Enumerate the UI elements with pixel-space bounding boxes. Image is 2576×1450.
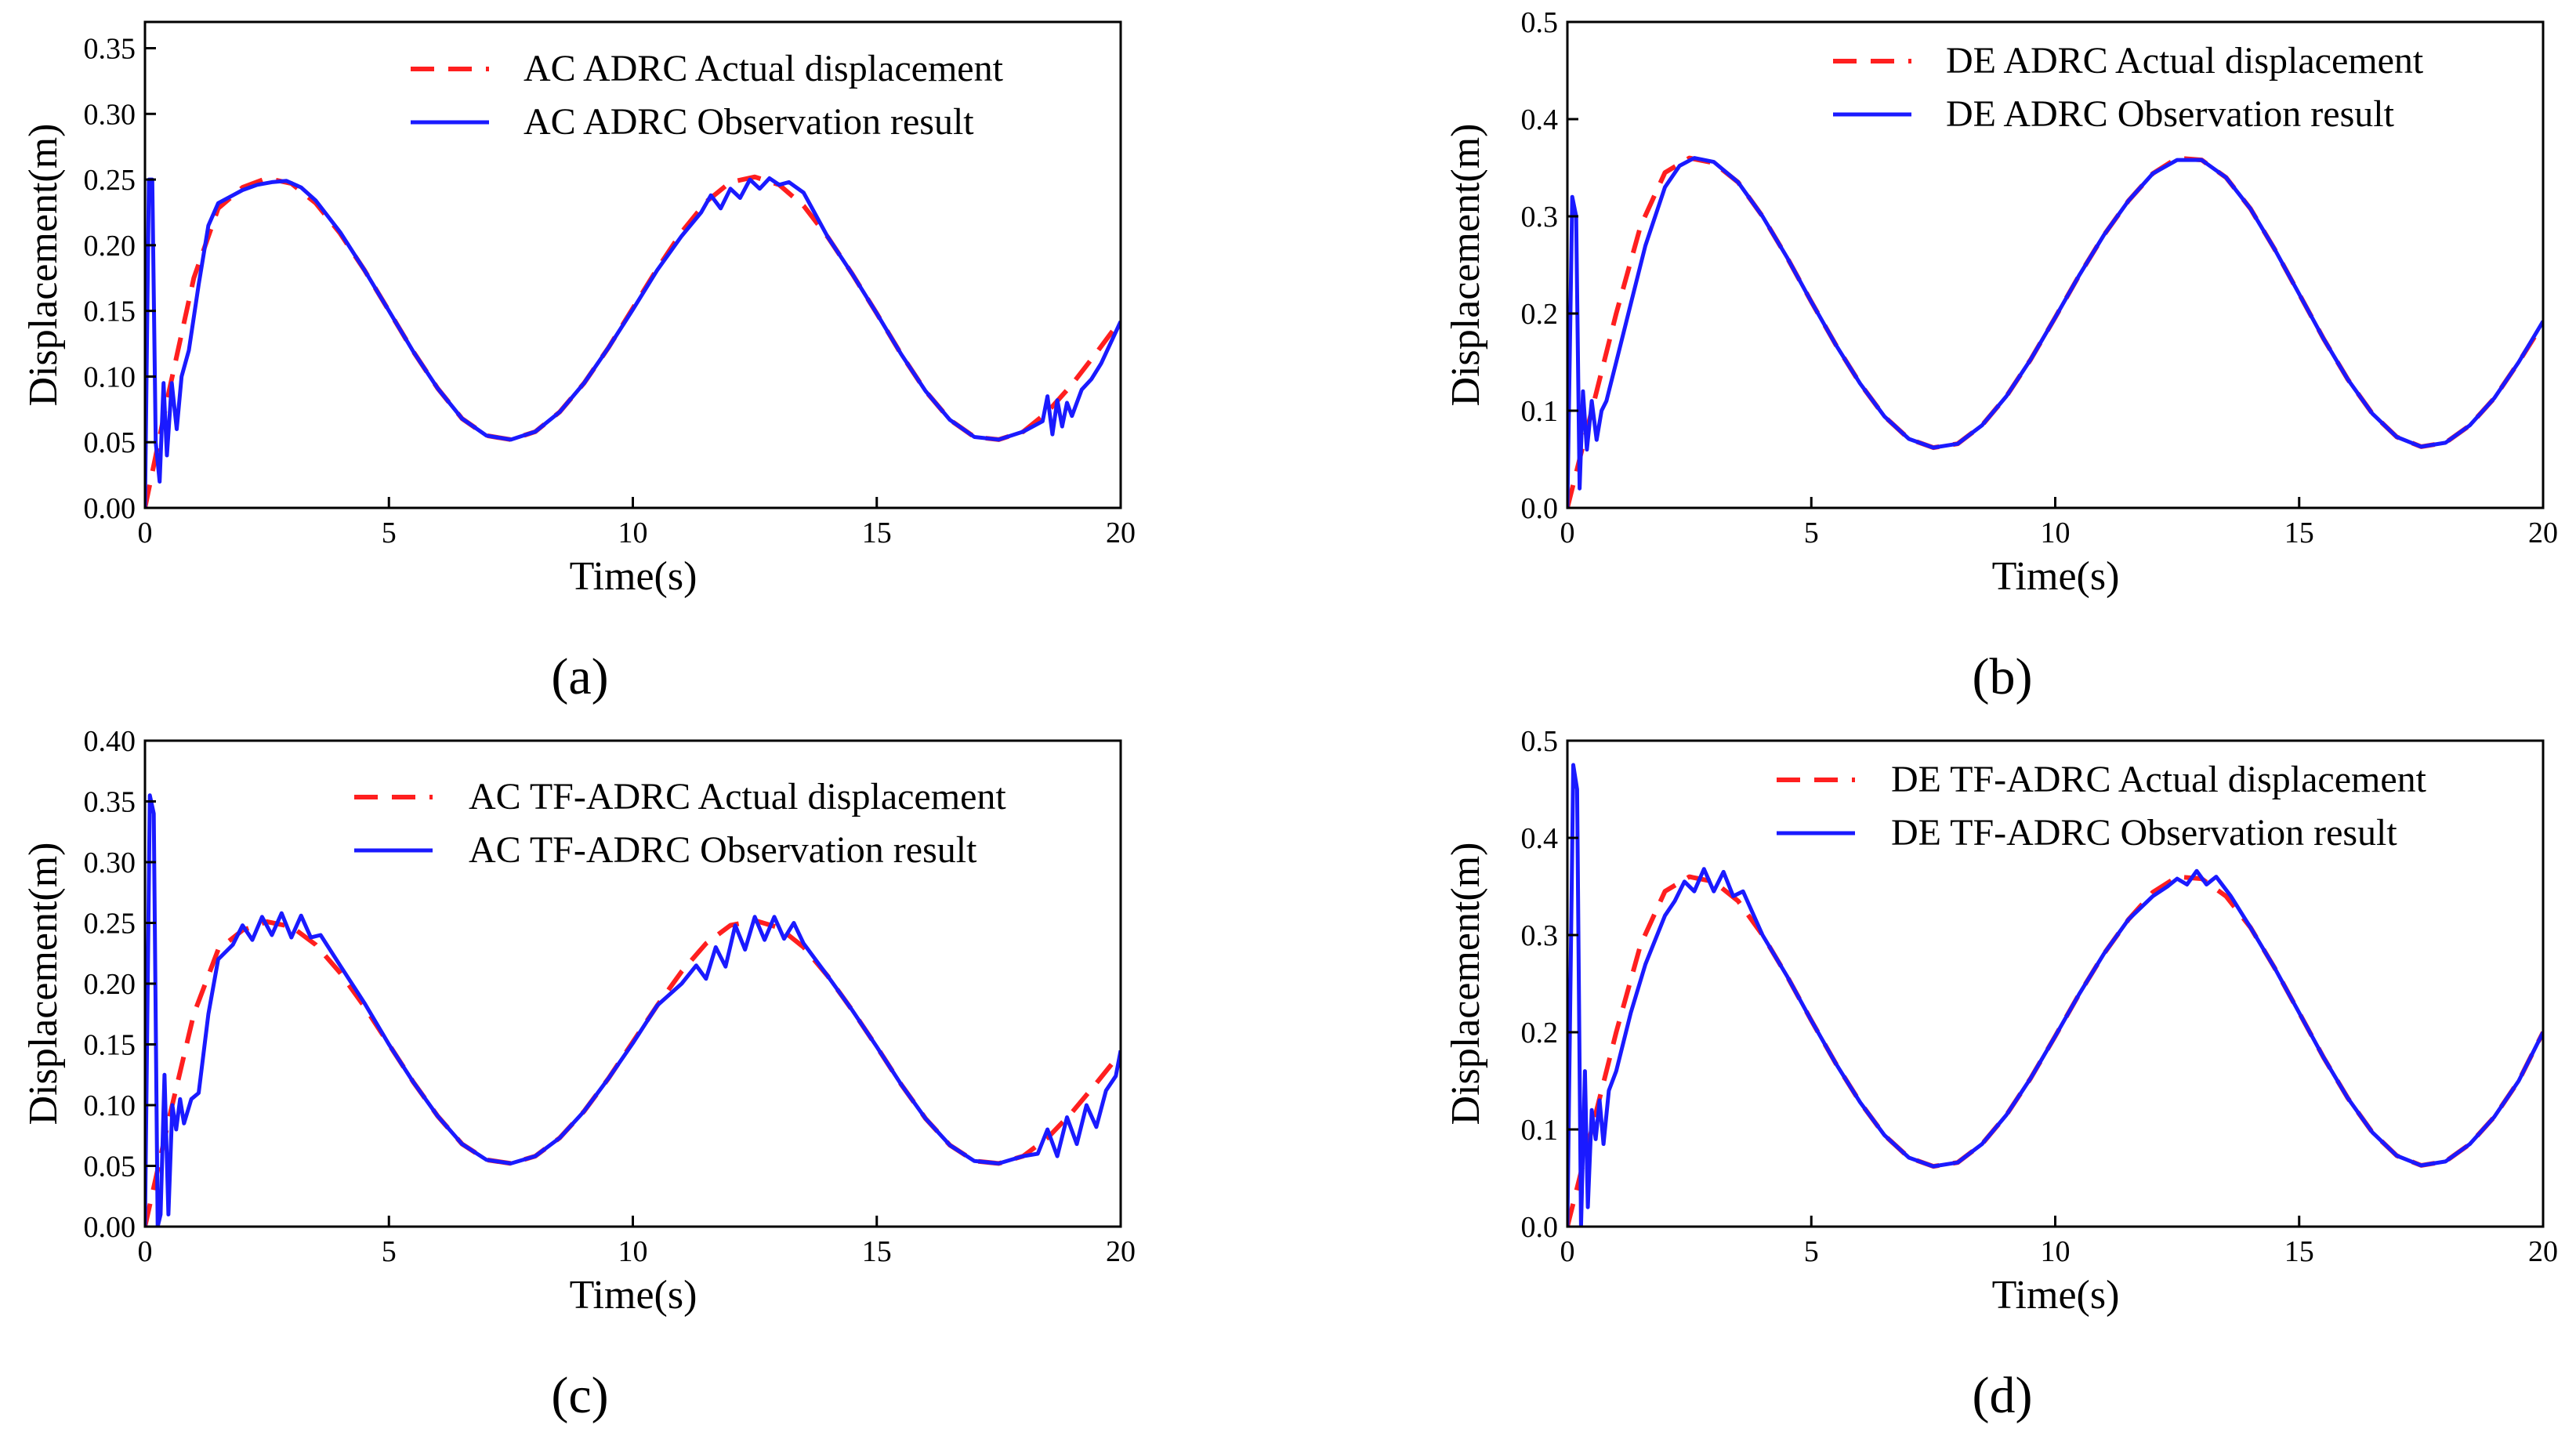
y-tick-label: 0.30 — [84, 98, 136, 131]
y-axis-label: Displacement(m) — [21, 843, 66, 1126]
y-tick-label: 0.4 — [1521, 822, 1559, 855]
chart-panel-a: 0 5 10 15 20 0.00 0.05 0.10 0.15 0.20 0.25 0.30 0.35… — [0, 0, 1154, 723]
series-actual-line — [145, 174, 1121, 508]
plot-area: 0 5 10 15 20 0.0 0.1 0.2 0.3 0.4 0.5 — [1521, 725, 2559, 1268]
y-tick-label: 0.15 — [84, 1029, 136, 1062]
y-tick-label: 0.10 — [84, 361, 136, 393]
x-tick-label: 10 — [2041, 1235, 2071, 1268]
series-actual-line — [145, 918, 1121, 1227]
x-tick-label: 5 — [1804, 517, 1819, 549]
legend-label-actual: DE ADRC Actual displacement — [1946, 40, 2424, 82]
y-axis-label: Displacement(m) — [1444, 843, 1488, 1126]
y-tick-label: 0.25 — [84, 164, 136, 197]
x-tick-label: 15 — [2284, 1235, 2314, 1268]
x-tick-label: 10 — [618, 1235, 648, 1268]
y-tick-label: 0.35 — [84, 786, 136, 819]
y-tick-label: 0.20 — [84, 968, 136, 1001]
y-tick-label: 0.2 — [1521, 298, 1559, 331]
y-tick-label: 0.3 — [1521, 201, 1559, 234]
x-tick-label: 15 — [2284, 517, 2314, 549]
plot-area: 0 5 10 15 20 0.00 0.05 0.10 0.15 0.20 0.25 0.30 0.35 — [84, 20, 1136, 549]
plot-area: 0 5 10 15 20 0.00 0.05 0.10 0.15 0.20 0.25 0.30 0.35… — [84, 725, 1136, 1268]
y-tick-label: 0.2 — [1521, 1017, 1559, 1049]
x-tick-label: 5 — [382, 1235, 397, 1268]
series-actual-line — [1567, 874, 2543, 1227]
series-observation-line — [145, 176, 1121, 508]
panel-label: (d) — [1973, 1367, 2033, 1424]
x-tick-label: 15 — [862, 1235, 892, 1268]
chart-a-svg: 0 5 10 15 20 0.00 0.05 0.10 0.15 0.20 0.25 0.30 0.35… — [21, 20, 1136, 705]
panel-label: (c) — [551, 1367, 608, 1424]
x-axis-label: Time(s) — [1992, 554, 2120, 599]
chart-panel-b: 0 5 10 15 20 0.0 0.1 0.2 0.3 0.4 0.5 Displacement(… — [1422, 0, 2576, 723]
y-tick-label: 0.5 — [1521, 6, 1559, 39]
y-tick-label: 0.00 — [84, 492, 136, 525]
x-tick-label: 5 — [382, 517, 397, 549]
y-tick-label: 0.05 — [84, 426, 136, 459]
legend-label-observed: AC ADRC Observation result — [524, 101, 974, 143]
y-tick-label: 0.30 — [84, 846, 136, 879]
x-tick-label: 15 — [862, 517, 892, 549]
x-axis-label: Time(s) — [570, 554, 697, 599]
x-tick-label: 0 — [1560, 517, 1575, 549]
x-tick-label: 20 — [1106, 517, 1136, 549]
legend: DE ADRC Actual displacement DE ADRC Obse… — [1833, 40, 2424, 135]
legend-label-observed: AC TF-ADRC Observation result — [469, 829, 977, 871]
legend-label-actual: AC ADRC Actual displacement — [524, 48, 1004, 89]
y-tick-label: 0.20 — [84, 230, 136, 263]
y-tick-label: 0.25 — [84, 908, 136, 941]
chart-panel-c: 0 5 10 15 20 0.00 0.05 0.10 0.15 0.20 0.25 0.30 0.35… — [0, 719, 1154, 1441]
chart-c-svg: 0 5 10 15 20 0.00 0.05 0.10 0.15 0.20 0.25 0.30 0.35… — [21, 725, 1136, 1424]
chart-b-svg: 0 5 10 15 20 0.0 0.1 0.2 0.3 0.4 0.5 Displacement(… — [1444, 6, 2559, 705]
y-tick-label: 0.40 — [84, 725, 136, 758]
x-axis-label: Time(s) — [1992, 1273, 2120, 1318]
legend-label-actual: AC TF-ADRC Actual displacement — [469, 776, 1006, 817]
y-tick-label: 0.5 — [1521, 725, 1559, 758]
x-tick-label: 0 — [1560, 1235, 1575, 1268]
legend: AC TF-ADRC Actual displacement AC TF-ADR… — [354, 776, 1006, 871]
x-tick-label: 0 — [138, 517, 153, 549]
chart-panel-d: 0 5 10 15 20 0.0 0.1 0.2 0.3 0.4 0.5 Displacement(… — [1422, 719, 2576, 1441]
series-observation-line — [1567, 156, 2543, 508]
legend: AC ADRC Actual displacement AC ADRC Obse… — [411, 48, 1004, 143]
y-tick-label: 0.0 — [1521, 1211, 1559, 1244]
y-tick-label: 0.4 — [1521, 103, 1559, 136]
x-tick-label: 20 — [1106, 1235, 1136, 1268]
chart-d-svg: 0 5 10 15 20 0.0 0.1 0.2 0.3 0.4 0.5 Displacement(… — [1444, 725, 2559, 1424]
x-axis-label: Time(s) — [570, 1273, 697, 1318]
x-tick-label: 20 — [2528, 517, 2558, 549]
panel-label: (b) — [1973, 648, 2033, 705]
x-tick-label: 20 — [2528, 1235, 2558, 1268]
series-observation-line — [1567, 763, 2543, 1227]
series-observation-line — [145, 793, 1121, 1227]
x-tick-label: 5 — [1804, 1235, 1819, 1268]
panel-label: (a) — [551, 648, 608, 705]
x-tick-label: 10 — [2041, 517, 2071, 549]
y-tick-label: 0.00 — [84, 1211, 136, 1244]
y-axis-label: Displacement(m) — [21, 124, 66, 407]
y-tick-label: 0.10 — [84, 1089, 136, 1122]
series-actual-line — [1567, 155, 2543, 508]
y-tick-label: 0.15 — [84, 295, 136, 328]
y-axis-label: Displacement(m) — [1444, 124, 1488, 407]
legend: DE TF-ADRC Actual displacement DE TF-ADR… — [1777, 759, 2427, 854]
y-tick-label: 0.1 — [1521, 1114, 1559, 1147]
x-tick-label: 0 — [138, 1235, 153, 1268]
legend-label-observed: DE TF-ADRC Observation result — [1891, 812, 2397, 854]
y-tick-label: 0.05 — [84, 1151, 136, 1184]
y-tick-label: 0.3 — [1521, 919, 1559, 952]
y-tick-label: 0.1 — [1521, 395, 1559, 428]
y-tick-label: 0.35 — [84, 33, 136, 66]
legend-label-actual: DE TF-ADRC Actual displacement — [1891, 759, 2427, 800]
x-tick-label: 10 — [618, 517, 648, 549]
legend-label-observed: DE ADRC Observation result — [1946, 93, 2395, 135]
y-tick-label: 0.0 — [1521, 492, 1559, 525]
plot-area: 0 5 10 15 20 0.0 0.1 0.2 0.3 0.4 0.5 — [1521, 6, 2559, 549]
